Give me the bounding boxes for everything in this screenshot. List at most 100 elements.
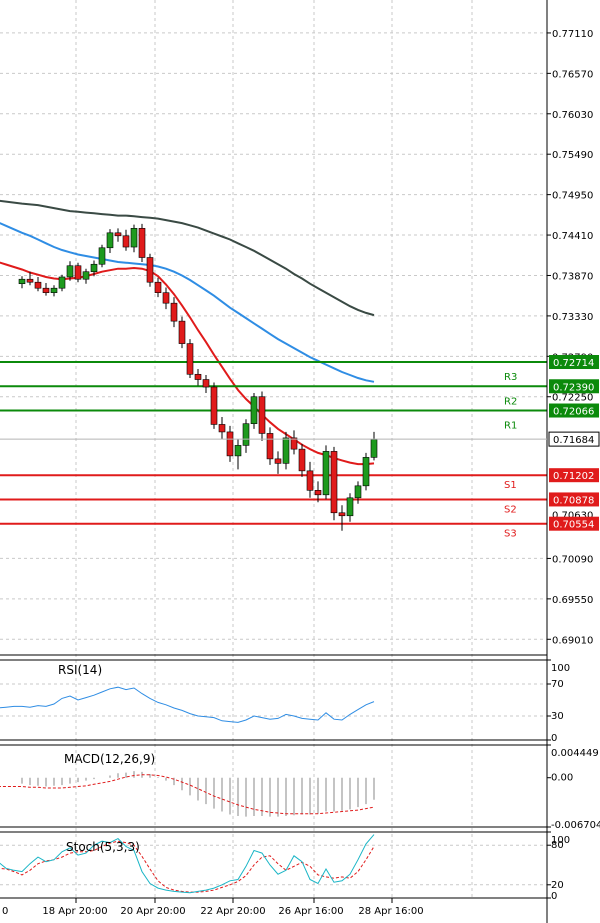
candle-body [282,437,290,464]
candle-body [130,228,138,248]
candle [298,443,306,477]
candle [58,274,66,292]
candle-body [258,396,266,434]
candle-body [226,431,234,457]
price-tick-label: 0.76570 [552,69,593,80]
stoch-main-line [0,834,375,894]
candle-body [234,445,242,457]
candle-body [218,424,226,433]
level-name-s2: S2 [504,504,517,515]
candle-body [18,278,26,285]
candle [34,276,42,292]
candle [178,316,186,349]
level-price-tag-s2 [549,492,599,507]
candle [90,260,98,277]
candle-body [210,386,218,425]
candle-body [26,278,34,283]
candle-body [106,232,114,249]
stoch-tick-label: 0 [551,891,557,902]
time-axis: 0 18 Apr 20:00 20 Apr 20:00 22 Apr 20:00 26 … [2,898,424,917]
pivot-levels: R3 R2 R1 S1 S2 S3 [0,361,547,540]
ma-mid-line [0,222,375,383]
candle-body [42,287,50,293]
price-tick-label: 0.77110 [552,29,593,40]
price-tick-label: 0.70090 [552,554,593,565]
level-name-r3: R3 [504,372,517,383]
candle-body [290,437,298,450]
level-price-label-r3: 0.72714 [553,358,594,369]
level-name-s3: S3 [504,529,517,540]
candle-body [242,423,250,446]
candle-body [202,379,210,388]
macd-tick-label: 0.00 [551,773,573,784]
candle-body [90,263,98,273]
price-tick-label: 0.72250 [552,393,593,404]
candle-body [58,276,66,289]
candle [306,461,314,498]
candle [74,262,82,283]
current-price-tag [548,431,600,447]
candle-body [50,287,58,293]
time-tick-label: 22 Apr 20:00 [200,906,265,917]
candle-body [186,343,194,375]
ma-slow-line [0,199,375,317]
candle [226,425,234,462]
time-tick-label: 0 [2,906,8,917]
candle-body [322,451,330,496]
candle-body [194,373,202,380]
rsi-tick-label: 100 [551,663,570,674]
candle [162,287,170,310]
candle [202,375,210,393]
candle-body [346,497,354,517]
stoch-tick-label: 80 [551,840,564,851]
level-name-r2: R2 [504,396,517,407]
indicator-panes: RSI(14) MACD(12,26,9) Stoch(5,3,3) [0,663,547,894]
candle [338,505,346,531]
candle-body [82,271,90,280]
time-tick-label: 26 Apr 16:00 [278,906,343,917]
price-tick-label: 0.76030 [552,110,593,121]
candle-body [98,247,106,265]
candle [234,439,242,470]
stoch-signal-line [0,840,375,893]
candle [258,391,266,441]
candle [242,419,250,453]
candle [362,452,370,491]
candle [274,451,282,474]
candle [346,493,354,522]
time-tick-label: 20 Apr 20:00 [120,906,185,917]
price-tick-label: 0.73870 [552,271,593,282]
stoch-tick-label: 20 [551,880,564,891]
candle-body [298,448,306,472]
candle-body [370,439,378,458]
time-tick-label: 28 Apr 16:00 [358,906,423,917]
candle [290,430,298,455]
candle-body [162,292,170,304]
candle-body [122,235,130,248]
candle [26,271,34,286]
level-price-tag-r2 [549,379,599,394]
candle [354,481,362,504]
level-price-label-s1: 0.71202 [553,471,594,482]
stoch-title: Stoch(5,3,3) [66,840,140,854]
level-name-s1: S1 [504,480,517,491]
candle [66,261,74,281]
candle [146,253,154,287]
current-price-label: 0.71684 [553,435,594,446]
candle [98,244,106,268]
candle [218,416,226,440]
candle [194,369,202,386]
candle-body [354,485,362,499]
candle [314,481,322,503]
level-name-r1: R1 [504,421,517,432]
candle [266,427,274,465]
candle [322,445,330,500]
candle [122,229,130,251]
price-tick-label: 0.74410 [552,231,593,242]
rsi-pane: RSI(14) [0,663,547,723]
candle-body [34,281,42,289]
candle [250,393,258,429]
level-price-label-r2: 0.72390 [553,382,594,393]
time-tick-label: 18 Apr 20:00 [42,906,107,917]
